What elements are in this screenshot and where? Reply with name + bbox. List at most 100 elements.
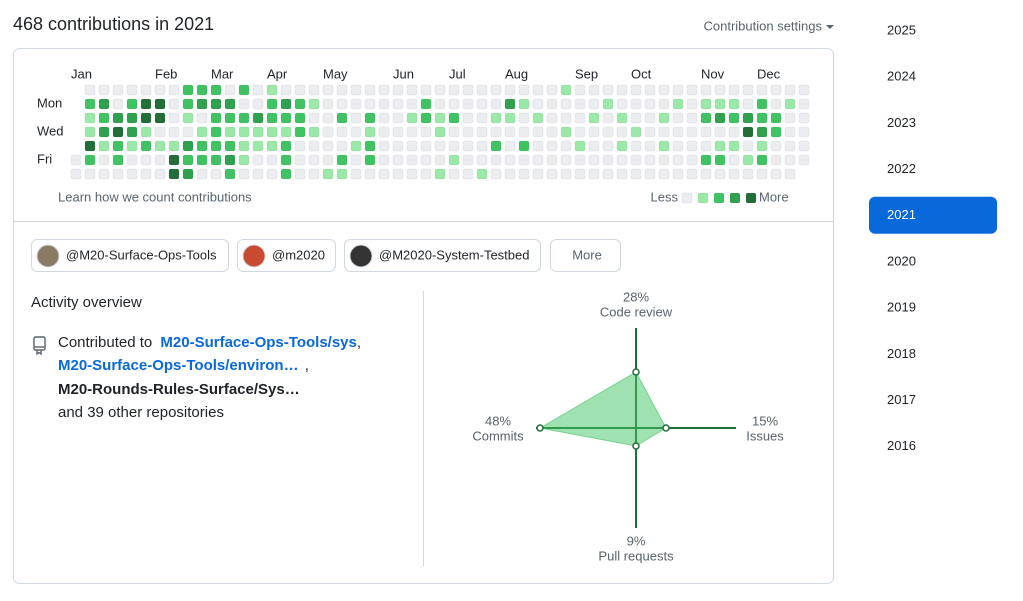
year-selected[interactable] [869,196,997,234]
day-cell[interactable] [658,126,670,138]
day-cell[interactable] [574,98,586,110]
day-cell[interactable] [700,112,712,124]
day-cell[interactable] [420,126,432,138]
day-cell[interactable] [742,126,754,138]
day-cell[interactable] [756,112,768,124]
day-cell[interactable] [294,140,306,152]
day-cell[interactable] [714,140,726,152]
repo-link[interactable]: M20-Surface-Ops-Tools/environ… [58,357,299,374]
day-cell[interactable] [238,84,250,96]
day-cell[interactable] [602,168,614,180]
day-cell[interactable] [84,140,96,152]
day-cell[interactable] [518,154,530,166]
day-cell[interactable] [756,84,768,96]
day-cell[interactable] [168,126,180,138]
day-cell[interactable] [336,84,348,96]
day-cell[interactable] [364,84,376,96]
day-cell[interactable] [98,154,110,166]
day-cell[interactable] [798,98,810,110]
day-cell[interactable] [420,112,432,124]
day-cell[interactable] [420,98,432,110]
day-cell[interactable] [518,112,530,124]
day-cell[interactable] [182,154,194,166]
day-cell[interactable] [560,84,572,96]
day-cell[interactable] [140,126,152,138]
day-cell[interactable] [182,84,194,96]
day-cell[interactable] [238,126,250,138]
day-cell[interactable] [84,168,96,180]
day-cell[interactable] [462,112,474,124]
day-cell[interactable] [546,154,558,166]
day-cell[interactable] [280,140,292,152]
day-cell[interactable] [532,112,544,124]
day-cell[interactable] [798,126,810,138]
day-cell[interactable] [714,112,726,124]
day-cell[interactable] [742,168,754,180]
day-cell[interactable] [406,112,418,124]
day-cell[interactable] [252,84,264,96]
day-cell[interactable] [560,168,572,180]
day-cell[interactable] [518,84,530,96]
day-cell[interactable] [504,112,516,124]
day-cell[interactable] [196,154,208,166]
day-cell[interactable] [308,98,320,110]
more-button-label[interactable]: More [572,247,602,262]
day-cell[interactable] [168,98,180,110]
day-cell[interactable] [490,98,502,110]
day-cell[interactable] [476,84,488,96]
day-cell[interactable] [196,84,208,96]
day-cell[interactable] [224,154,236,166]
day-cell[interactable] [672,84,684,96]
day-cell[interactable] [616,98,628,110]
day-cell[interactable] [434,140,446,152]
day-cell[interactable] [616,126,628,138]
day-cell[interactable] [686,168,698,180]
day-cell[interactable] [406,98,418,110]
day-cell[interactable] [518,140,530,152]
day-cell[interactable] [210,84,222,96]
day-cell[interactable] [378,154,390,166]
day-cell[interactable] [784,84,796,96]
year-link[interactable]: 2024 [887,69,916,84]
day-cell[interactable] [84,84,96,96]
day-cell[interactable] [294,168,306,180]
day-cell[interactable] [308,168,320,180]
day-cell[interactable] [294,84,306,96]
day-cell[interactable] [308,84,320,96]
day-cell[interactable] [392,168,404,180]
day-cell[interactable] [588,98,600,110]
day-cell[interactable] [84,154,96,166]
day-cell[interactable] [686,112,698,124]
day-cell[interactable] [210,98,222,110]
day-cell[interactable] [728,112,740,124]
day-cell[interactable] [224,168,236,180]
day-cell[interactable] [546,84,558,96]
day-cell[interactable] [504,140,516,152]
day-cell[interactable] [448,168,460,180]
day-cell[interactable] [336,126,348,138]
day-cell[interactable] [490,126,502,138]
day-cell[interactable] [700,168,712,180]
day-cell[interactable] [350,84,362,96]
day-cell[interactable] [140,112,152,124]
day-cell[interactable] [98,126,110,138]
day-cell[interactable] [238,154,250,166]
day-cell[interactable] [322,112,334,124]
day-cell[interactable] [504,98,516,110]
day-cell[interactable] [112,112,124,124]
day-cell[interactable] [182,112,194,124]
day-cell[interactable] [392,140,404,152]
day-cell[interactable] [406,140,418,152]
day-cell[interactable] [336,140,348,152]
day-cell[interactable] [728,154,740,166]
day-cell[interactable] [462,98,474,110]
day-cell[interactable] [168,84,180,96]
day-cell[interactable] [756,98,768,110]
day-cell[interactable] [210,140,222,152]
day-cell[interactable] [140,98,152,110]
day-cell[interactable] [434,84,446,96]
day-cell[interactable] [476,98,488,110]
day-cell[interactable] [658,168,670,180]
day-cell[interactable] [280,112,292,124]
day-cell[interactable] [168,154,180,166]
